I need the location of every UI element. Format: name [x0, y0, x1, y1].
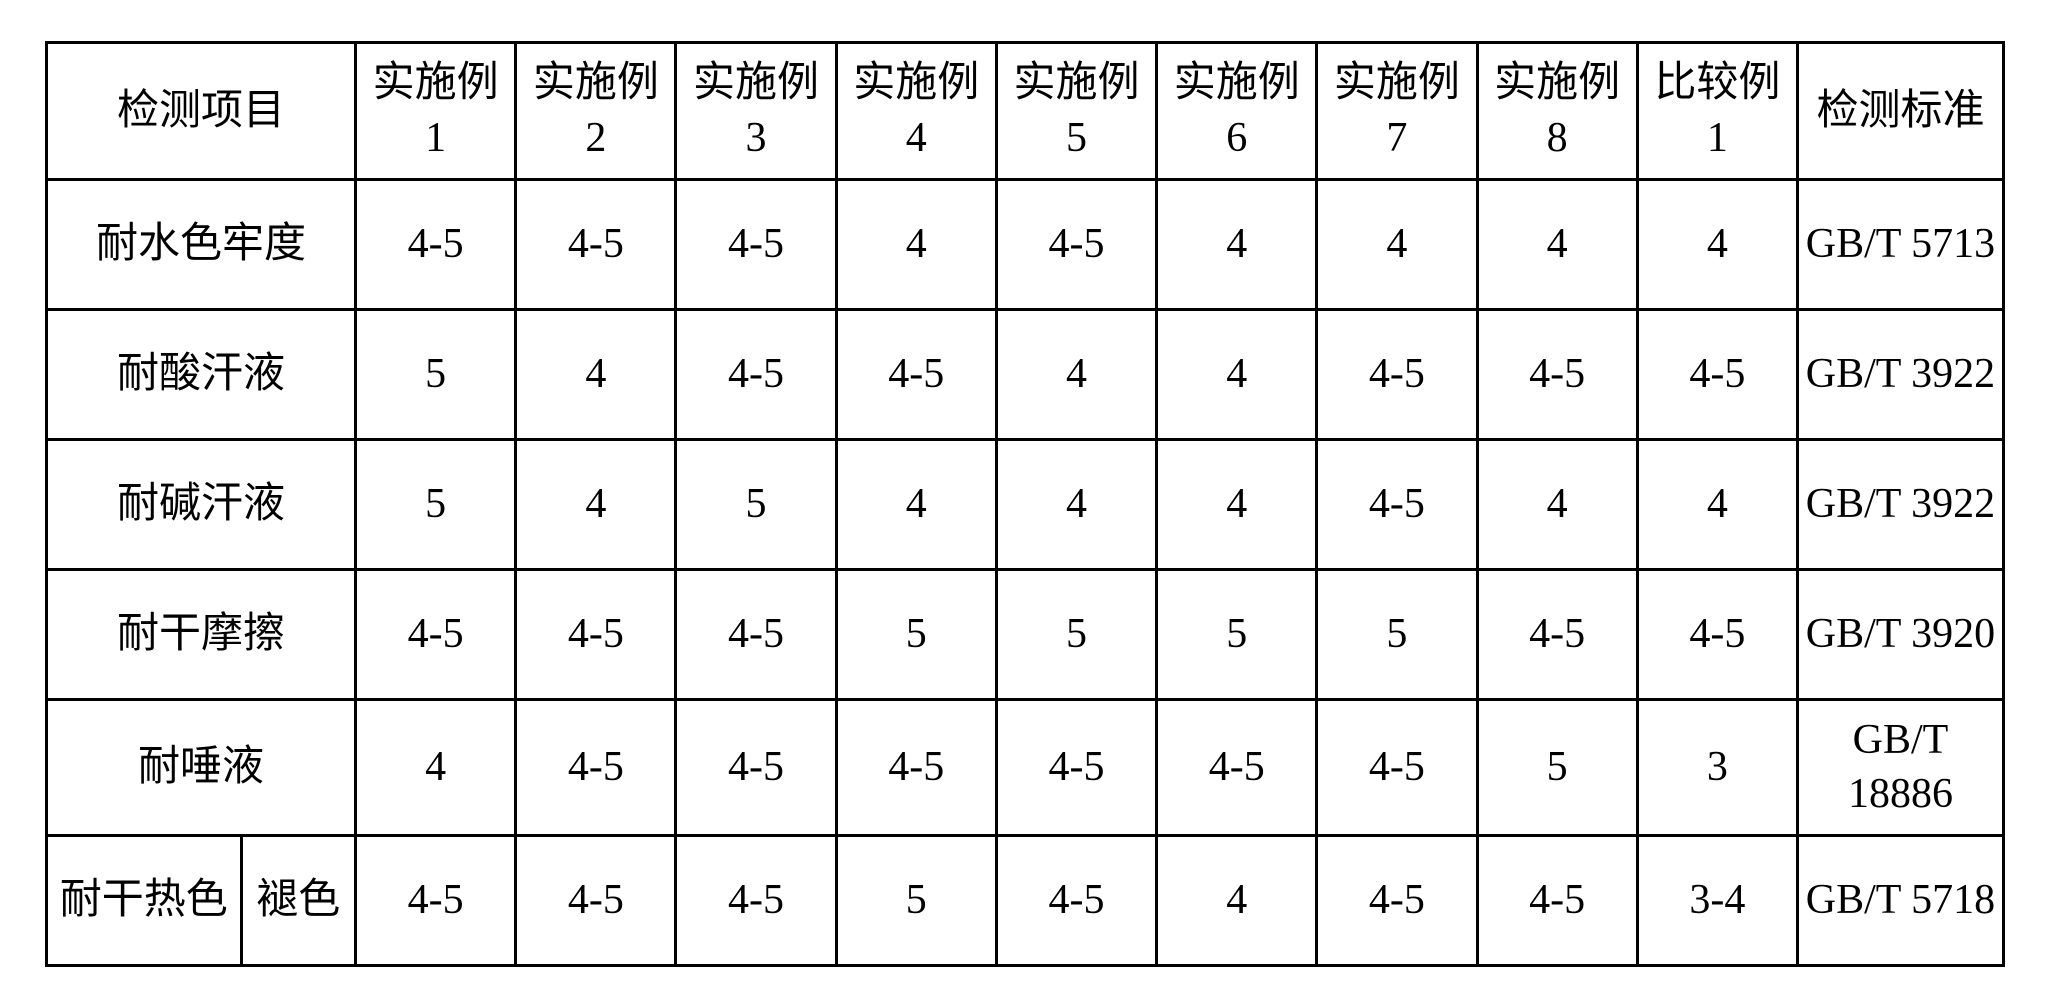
cell: 4: [1317, 179, 1477, 309]
cell: 4-5: [1477, 309, 1637, 439]
header-col-2: 实施例 2: [516, 43, 676, 179]
cell: 4: [1157, 835, 1317, 965]
cell: 4-5: [1317, 699, 1477, 835]
row-label: 耐水色牢度: [47, 179, 356, 309]
cell: 4: [836, 439, 996, 569]
header-col-4: 实施例 4: [836, 43, 996, 179]
table-row: 耐水色牢度 4-5 4-5 4-5 4 4-5 4 4 4 4 GB/T 571…: [47, 179, 2004, 309]
cell: 5: [1157, 569, 1317, 699]
cell: 4-5: [356, 835, 516, 965]
cell: 5: [356, 439, 516, 569]
cell: 3-4: [1637, 835, 1797, 965]
row-label: 耐干摩擦: [47, 569, 356, 699]
cell-standard: GB/T 3922: [1797, 439, 2003, 569]
header-col-3: 实施例 3: [676, 43, 836, 179]
cell: 4-5: [676, 309, 836, 439]
header-col-7: 实施例 7: [1317, 43, 1477, 179]
cell: 4-5: [516, 835, 676, 965]
cell: 4-5: [356, 569, 516, 699]
cell: 4: [1637, 179, 1797, 309]
cell: 3: [1637, 699, 1797, 835]
cell: 4: [996, 309, 1156, 439]
cell: 4: [836, 179, 996, 309]
header-col-8: 实施例 8: [1477, 43, 1637, 179]
cell-standard: GB/T 18886: [1797, 699, 2003, 835]
cell: 5: [356, 309, 516, 439]
row-label: 耐碱汗液: [47, 439, 356, 569]
cell: 5: [836, 835, 996, 965]
cell: 4: [1157, 179, 1317, 309]
cell-standard: GB/T 3922: [1797, 309, 2003, 439]
cell: 4-5: [996, 835, 1156, 965]
cell: 4-5: [676, 569, 836, 699]
cell: 4-5: [836, 699, 996, 835]
cell: 4-5: [1477, 569, 1637, 699]
cell: 4-5: [676, 179, 836, 309]
cell: 4: [1637, 439, 1797, 569]
cell: 5: [1317, 569, 1477, 699]
cell: 4-5: [996, 179, 1156, 309]
cell: 4: [996, 439, 1156, 569]
cell: 4-5: [676, 699, 836, 835]
cell: 5: [996, 569, 1156, 699]
cell: 4-5: [836, 309, 996, 439]
header-col-6: 实施例 6: [1157, 43, 1317, 179]
row-label: 耐唾液: [47, 699, 356, 835]
cell-standard: GB/T 5713: [1797, 179, 2003, 309]
cell: 4: [516, 439, 676, 569]
cell: 4-5: [516, 179, 676, 309]
table-row: 耐干摩擦 4-5 4-5 4-5 5 5 5 5 4-5 4-5 GB/T 39…: [47, 569, 2004, 699]
cell: 5: [676, 439, 836, 569]
table-row: 耐碱汗液 5 4 5 4 4 4 4-5 4 4 GB/T 3922: [47, 439, 2004, 569]
cell: 4: [516, 309, 676, 439]
cell-standard: GB/T 5718: [1797, 835, 2003, 965]
table-row: 耐唾液 4 4-5 4-5 4-5 4-5 4-5 4-5 5 3 GB/T 1…: [47, 699, 2004, 835]
cell: 4-5: [1317, 439, 1477, 569]
data-table-container: 检测项目 实施例 1 实施例 2 实施例 3 实施例 4 实施例 5 实施例 6…: [45, 41, 2005, 966]
cell: 4-5: [996, 699, 1156, 835]
cell: 4-5: [1477, 835, 1637, 965]
cell: 4-5: [516, 569, 676, 699]
cell: 4-5: [1157, 699, 1317, 835]
header-col-1: 实施例 1: [356, 43, 516, 179]
row-label-sub: 褪色: [241, 835, 355, 965]
fastness-data-table: 检测项目 实施例 1 实施例 2 实施例 3 实施例 4 实施例 5 实施例 6…: [45, 41, 2005, 966]
cell: 4-5: [676, 835, 836, 965]
cell: 5: [1477, 699, 1637, 835]
cell: 4-5: [356, 179, 516, 309]
cell: 4: [1157, 439, 1317, 569]
cell: 4-5: [1317, 309, 1477, 439]
cell: 4: [1477, 439, 1637, 569]
header-col-9: 比较例 1: [1637, 43, 1797, 179]
cell: 4: [356, 699, 516, 835]
row-label: 耐酸汗液: [47, 309, 356, 439]
cell: 5: [836, 569, 996, 699]
cell: 4-5: [1637, 569, 1797, 699]
table-header-row: 检测项目 实施例 1 实施例 2 实施例 3 实施例 4 实施例 5 实施例 6…: [47, 43, 2004, 179]
row-label-main: 耐干热色: [47, 835, 242, 965]
table-row: 耐干热色 褪色 4-5 4-5 4-5 5 4-5 4 4-5 4-5 3-4 …: [47, 835, 2004, 965]
header-col-5: 实施例 5: [996, 43, 1156, 179]
cell: 4: [1477, 179, 1637, 309]
cell: 4-5: [1317, 835, 1477, 965]
cell: 4-5: [516, 699, 676, 835]
cell: 4-5: [1637, 309, 1797, 439]
cell-standard: GB/T 3920: [1797, 569, 2003, 699]
header-col-standard: 检测标准: [1797, 43, 2003, 179]
table-row: 耐酸汗液 5 4 4-5 4-5 4 4 4-5 4-5 4-5 GB/T 39…: [47, 309, 2004, 439]
header-label: 检测项目: [47, 43, 356, 179]
cell: 4: [1157, 309, 1317, 439]
